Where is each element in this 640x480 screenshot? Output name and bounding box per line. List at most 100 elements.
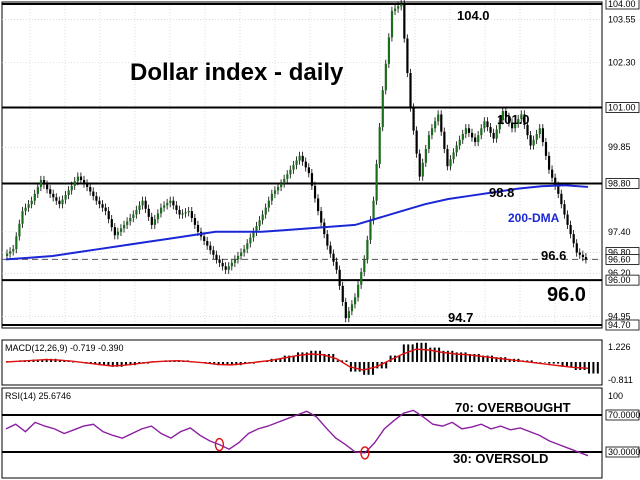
macd-histogram-bar [407, 344, 410, 362]
price-candle [30, 200, 33, 205]
macd-histogram-bar [442, 350, 445, 362]
price-candle [544, 142, 548, 156]
price-candle [153, 219, 157, 225]
macd-histogram-bar [235, 362, 238, 366]
price-candle [206, 241, 209, 246]
price-candle [477, 135, 480, 143]
levels-layer [2, 3, 602, 326]
price-candle [141, 200, 144, 206]
price-candle [375, 163, 378, 201]
price-candle [554, 177, 557, 186]
chart-title: Dollar index - daily [130, 59, 344, 86]
price-candle [196, 224, 200, 232]
price-candle [532, 139, 535, 146]
price-candle [464, 128, 468, 135]
price-candle [6, 253, 9, 256]
macd-histogram-bar [358, 362, 361, 372]
price-candle [107, 211, 110, 220]
price-candle [163, 205, 166, 208]
macd-histogram-bar [323, 354, 326, 362]
macd-histogram-bar [107, 362, 110, 366]
price-candle [572, 234, 575, 244]
macd-histogram-bar [125, 362, 128, 366]
macd-histogram-bar [336, 360, 339, 362]
price-candle [138, 205, 141, 210]
price-candle [181, 213, 184, 215]
price-candle [415, 130, 418, 154]
macd-histogram-bar [552, 362, 555, 364]
price-candle [357, 284, 360, 298]
price-candle [184, 212, 187, 214]
price-candle [169, 200, 172, 204]
macd-histogram-bar [486, 355, 489, 362]
macd-histogram-bar [491, 355, 493, 362]
price-candle [304, 161, 307, 168]
macd-histogram-bar [292, 355, 295, 362]
price-candle [264, 207, 267, 215]
price-candle [384, 63, 387, 91]
price-tick-label: 96.60 [608, 254, 631, 264]
price-candle [341, 285, 344, 302]
macd-histogram-bar [539, 362, 542, 363]
price-candle [390, 10, 394, 38]
price-candle [406, 38, 409, 74]
macd-histogram-bar [230, 362, 233, 366]
macd-histogram-bar [380, 362, 383, 369]
price-candle [566, 214, 569, 225]
macd-histogram-bar [283, 355, 286, 362]
price-candle [215, 254, 218, 260]
price-tick-label: 96.20 [608, 268, 631, 278]
macd-histogram-bar [279, 358, 282, 362]
label-overbought: 70: OVERBOUGHT [455, 400, 571, 415]
macd-histogram-bar [574, 362, 577, 370]
price-candle [470, 132, 474, 138]
price-candle [286, 174, 289, 179]
price-candle [156, 213, 160, 220]
price-candle [492, 132, 495, 139]
price-candle [243, 249, 246, 253]
macd-histogram-bar [319, 350, 322, 362]
price-candle [295, 160, 298, 166]
price-candle [495, 129, 498, 139]
price-candle [110, 219, 113, 228]
price-candle [116, 231, 120, 236]
price-tick-label: 98.80 [608, 178, 631, 188]
price-candle [563, 204, 566, 215]
price-candle [443, 131, 446, 149]
price-candle [203, 236, 206, 242]
price-candle [12, 249, 15, 252]
macd-histogram-bar [473, 354, 476, 362]
price-candle [427, 135, 431, 149]
macd-histogram-bar [354, 362, 357, 372]
price-candle [67, 190, 70, 195]
price-candle [49, 189, 52, 194]
rsi-panel-frame [1, 387, 603, 479]
macd-histogram-bar [94, 362, 97, 364]
macd-histogram-bar [266, 361, 269, 362]
price-candle [412, 107, 415, 131]
price-candle [15, 236, 18, 250]
macd-histogram-bar [213, 362, 216, 364]
price-candle [541, 128, 545, 143]
macd-panel-frame [1, 339, 603, 386]
price-candle [483, 121, 486, 129]
macd-signal-line [5, 348, 589, 371]
macd-histogram-bar [433, 347, 436, 362]
price-candle [261, 214, 264, 221]
price-tick-label-box [605, 0, 640, 10]
macd-histogram-bar [345, 360, 348, 362]
price-tick-label: 97.40 [608, 227, 631, 237]
macd-histogram-bar [398, 355, 401, 362]
price-candle [353, 297, 357, 305]
price-candle [504, 111, 508, 117]
price-candle [387, 37, 391, 64]
price-tick-label: 94.70 [608, 320, 631, 330]
price-candle [526, 124, 529, 136]
macd-histogram-bar [385, 362, 388, 369]
price-tick-label-box [605, 274, 640, 286]
price-candle [113, 227, 116, 236]
price-candle [397, 6, 400, 9]
price-candle [46, 184, 49, 190]
macd-histogram-bar [310, 350, 313, 362]
macd-histogram-bar [394, 355, 396, 362]
